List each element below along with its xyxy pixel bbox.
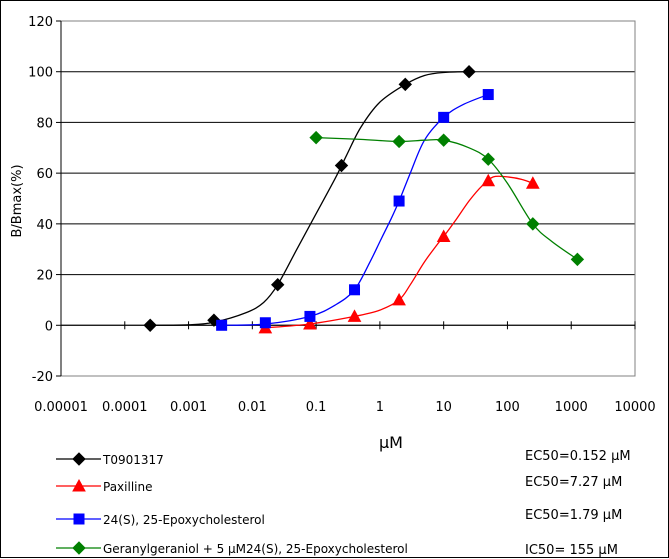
data-point xyxy=(398,77,412,92)
data-point xyxy=(438,111,450,123)
x-tick-label: 0.001 xyxy=(170,400,207,415)
gridlines xyxy=(61,71,635,326)
data-point xyxy=(259,317,271,329)
series-1 xyxy=(258,173,540,334)
legend-label: T0901317 xyxy=(102,453,164,467)
data-point xyxy=(570,252,585,267)
series-2 xyxy=(216,89,494,331)
series-3 xyxy=(309,130,585,267)
legend-stat: IC50= 155 μM xyxy=(525,543,618,558)
data-point xyxy=(526,217,540,231)
series-line xyxy=(150,71,470,326)
y-tick-label: 120 xyxy=(28,15,53,30)
x-tick-label: 1000 xyxy=(555,400,588,415)
legend-stat: EC50=1.79 μM xyxy=(525,508,622,523)
x-tick-label: 0.00001 xyxy=(34,400,88,415)
data-point xyxy=(303,316,317,330)
data-point xyxy=(392,292,406,306)
y-axis-title: B/Bmax(%) xyxy=(10,164,25,237)
data-point xyxy=(334,158,349,173)
legend-label: Paxilline xyxy=(103,480,152,494)
data-point xyxy=(393,195,405,207)
legend-label: 24(S), 25-Epoxycholesterol xyxy=(103,513,265,527)
series-0 xyxy=(143,65,476,332)
legend-swatch-marker xyxy=(72,541,86,555)
legend-stat: EC50=7.27 μM xyxy=(525,475,622,490)
y-tick-label: 20 xyxy=(36,269,53,284)
data-point xyxy=(347,309,362,322)
y-tick-label: 40 xyxy=(36,218,53,233)
data-point xyxy=(349,284,361,296)
x-tick-label: 100 xyxy=(495,400,520,415)
data-point xyxy=(482,89,494,101)
x-tick-label: 1 xyxy=(376,400,384,415)
series-layer xyxy=(143,65,585,334)
y-tick-label: 0 xyxy=(45,319,53,334)
legend-swatch-marker xyxy=(72,478,86,492)
y-tick-label: 100 xyxy=(28,66,53,81)
axes: -20 0 20 40 60 80 100 120 0.00001 0.0001 0.001 0.01… xyxy=(28,15,656,415)
legend-item-1: Paxilline EC50=7.27 μM xyxy=(56,475,622,494)
data-point xyxy=(143,318,157,332)
data-point xyxy=(525,176,540,189)
legend-label: Geranylgeraniol + 5 μM24(S), 25-Epoxycho… xyxy=(103,542,408,556)
data-point xyxy=(462,65,476,79)
data-point xyxy=(481,152,495,166)
y-tick-label: 60 xyxy=(36,167,53,182)
data-point xyxy=(271,278,285,292)
legend-stat: EC50=0.152 μM xyxy=(525,449,631,464)
data-point xyxy=(436,229,451,243)
data-point xyxy=(216,319,228,331)
x-tick-label: 10 xyxy=(435,400,452,415)
series-line xyxy=(316,136,578,260)
legend-item-3: Geranylgeraniol + 5 μM24(S), 25-Epoxycho… xyxy=(56,541,618,558)
legend-item-0: T0901317 EC50=0.152 μM xyxy=(56,449,631,467)
legend-item-2: 24(S), 25-Epoxycholesterol EC50=1.79 μM xyxy=(56,508,622,527)
data-point xyxy=(309,130,323,145)
data-point xyxy=(392,134,406,149)
x-tick-label: 0.0001 xyxy=(102,400,148,415)
data-point xyxy=(304,310,316,322)
y-tick-label: -20 xyxy=(32,370,53,385)
data-point xyxy=(481,173,496,187)
y-tick-label: 80 xyxy=(36,116,53,131)
legend-swatch-marker xyxy=(73,513,85,525)
x-tick-label: 10000 xyxy=(614,400,655,415)
legend: T0901317 EC50=0.152 μM Paxilline EC50=7.27 … xyxy=(56,449,631,558)
data-point xyxy=(436,133,451,147)
x-tick-label: 0.01 xyxy=(238,400,267,415)
x-tick-label: 0.1 xyxy=(306,400,327,415)
legend-swatch-marker xyxy=(72,452,86,466)
x-axis-title: μM xyxy=(379,433,403,452)
